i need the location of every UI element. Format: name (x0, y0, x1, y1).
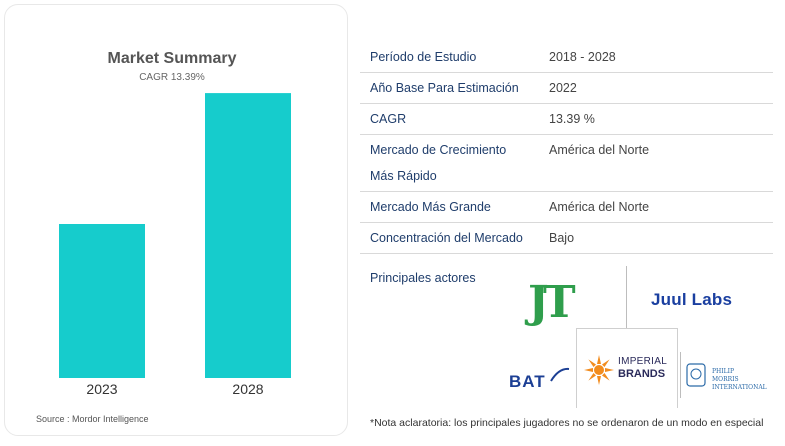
disclaimer-note: *Nota aclaratoria: los principales jugad… (370, 417, 764, 429)
jt-logo: JT (528, 277, 576, 328)
imperial-logo-bottom: BRANDS (618, 368, 666, 380)
row-label: Año Base Para Estimación (370, 81, 519, 95)
table-row: Mercado de Crecimiento Más Rápido Améric… (360, 135, 773, 192)
table-row: Año Base Para Estimación 2022 (360, 73, 773, 104)
bar-chart: 2023 2028 (59, 93, 291, 397)
table-row: Período de Estudio 2018 - 2028 (360, 42, 773, 73)
bar-2028 (205, 93, 291, 378)
imperial-logo-top: IMPERIAL (618, 356, 668, 367)
row-value: América del Norte (549, 143, 650, 157)
bar-2023 (59, 224, 145, 378)
row-value: 2022 (549, 81, 577, 95)
table-row: Concentración del Mercado Bajo (360, 223, 773, 254)
source-note: Source : Mordor Intelligence (36, 414, 149, 424)
chart-title: Market Summary (107, 50, 237, 67)
chart-subtitle: CAGR 13.39% (139, 72, 205, 83)
pmi-logo-text: PHILIP MORRIS INTERNATIONAL (712, 368, 767, 391)
table-row: Mercado Más Grande América del Norte (360, 192, 773, 223)
juul-labs-logo: Juul Labs (651, 290, 733, 309)
row-label: Período de Estudio (370, 50, 477, 64)
row-value: Bajo (549, 231, 575, 245)
row-value: América del Norte (549, 200, 650, 214)
row-value: 13.39 % (549, 112, 595, 126)
pmi-crest-icon (686, 363, 706, 387)
row-label-line2: Más Rápido (370, 169, 437, 183)
table-row: CAGR 13.39 % (360, 104, 773, 135)
row-label: Mercado de Crecimiento Más Rápido (360, 135, 539, 191)
row-label: Mercado Más Grande (370, 200, 491, 214)
row-value: 2018 - 2028 (549, 50, 616, 64)
players-label: Principales actores (370, 271, 476, 285)
imperial-sun-icon (584, 355, 614, 385)
row-label-line1: Mercado de Crecimiento (370, 143, 507, 157)
x-tick-label: 2023 (86, 381, 117, 397)
market-info-table: Período de Estudio 2018 - 2028 Año Base … (360, 42, 773, 254)
row-label: CAGR (370, 112, 407, 126)
logo-divider (626, 266, 627, 328)
x-tick-label: 2028 (232, 381, 263, 397)
row-label: Concentración del Mercado (370, 231, 523, 245)
bat-logo: BAT (509, 372, 546, 391)
logo-divider (680, 352, 681, 398)
bat-swoosh-icon (550, 367, 570, 382)
